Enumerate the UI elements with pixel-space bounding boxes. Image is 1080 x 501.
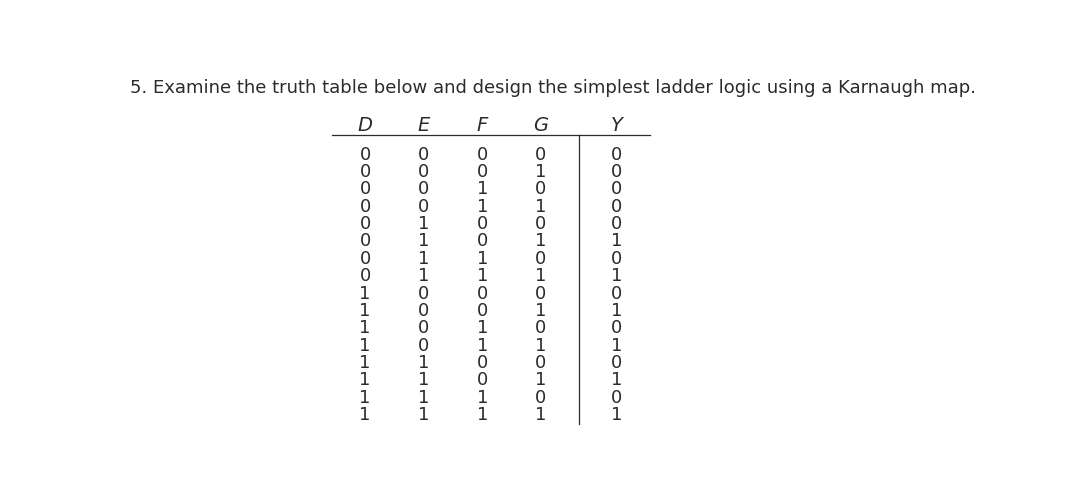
Text: 1: 1 bbox=[360, 354, 370, 372]
Text: 0: 0 bbox=[360, 146, 370, 164]
Text: 0: 0 bbox=[476, 163, 488, 181]
Text: 0: 0 bbox=[536, 354, 546, 372]
Text: 0: 0 bbox=[536, 285, 546, 303]
Text: 0: 0 bbox=[536, 319, 546, 337]
Text: 0: 0 bbox=[418, 163, 430, 181]
Text: 0: 0 bbox=[360, 232, 370, 250]
Text: 0: 0 bbox=[418, 319, 430, 337]
Text: 1: 1 bbox=[536, 302, 546, 320]
Text: 1: 1 bbox=[536, 337, 546, 355]
Text: 0: 0 bbox=[360, 215, 370, 233]
Text: 0: 0 bbox=[476, 354, 488, 372]
Text: 1: 1 bbox=[536, 371, 546, 389]
Text: 1: 1 bbox=[360, 389, 370, 407]
Text: 1: 1 bbox=[476, 319, 488, 337]
Text: 0: 0 bbox=[360, 250, 370, 268]
Text: 1: 1 bbox=[536, 198, 546, 216]
Text: 1: 1 bbox=[418, 232, 430, 250]
Text: 0: 0 bbox=[610, 319, 622, 337]
Text: 0: 0 bbox=[418, 180, 430, 198]
Text: 1: 1 bbox=[476, 198, 488, 216]
Text: 0: 0 bbox=[360, 198, 370, 216]
Text: 1: 1 bbox=[360, 302, 370, 320]
Text: 1: 1 bbox=[610, 302, 622, 320]
Text: 1: 1 bbox=[418, 215, 430, 233]
Text: 1: 1 bbox=[360, 319, 370, 337]
Text: 0: 0 bbox=[476, 232, 488, 250]
Text: 0: 0 bbox=[536, 389, 546, 407]
Text: 0: 0 bbox=[418, 146, 430, 164]
Text: 0: 0 bbox=[536, 215, 546, 233]
Text: 1: 1 bbox=[610, 371, 622, 389]
Text: 1: 1 bbox=[476, 180, 488, 198]
Text: 0: 0 bbox=[610, 389, 622, 407]
Text: 0: 0 bbox=[610, 163, 622, 181]
Text: 0: 0 bbox=[536, 250, 546, 268]
Text: 1: 1 bbox=[418, 267, 430, 285]
Text: Y: Y bbox=[610, 116, 622, 135]
Text: 0: 0 bbox=[360, 180, 370, 198]
Text: 1: 1 bbox=[536, 163, 546, 181]
Text: 0: 0 bbox=[610, 146, 622, 164]
Text: 1: 1 bbox=[536, 267, 546, 285]
Text: 0: 0 bbox=[610, 180, 622, 198]
Text: 1: 1 bbox=[360, 406, 370, 424]
Text: 1: 1 bbox=[536, 406, 546, 424]
Text: 0: 0 bbox=[360, 267, 370, 285]
Text: 5. Examine the truth table below and design the simplest ladder logic using a Ka: 5. Examine the truth table below and des… bbox=[131, 80, 976, 97]
Text: 0: 0 bbox=[476, 285, 488, 303]
Text: 0: 0 bbox=[476, 302, 488, 320]
Text: 0: 0 bbox=[610, 250, 622, 268]
Text: 1: 1 bbox=[536, 232, 546, 250]
Text: D: D bbox=[357, 116, 373, 135]
Text: 1: 1 bbox=[476, 389, 488, 407]
Text: 1: 1 bbox=[418, 354, 430, 372]
Text: 0: 0 bbox=[536, 146, 546, 164]
Text: 1: 1 bbox=[476, 406, 488, 424]
Text: 0: 0 bbox=[610, 354, 622, 372]
Text: 0: 0 bbox=[476, 371, 488, 389]
Text: 1: 1 bbox=[610, 406, 622, 424]
Text: 1: 1 bbox=[476, 337, 488, 355]
Text: 1: 1 bbox=[476, 250, 488, 268]
Text: F: F bbox=[476, 116, 488, 135]
Text: 1: 1 bbox=[418, 371, 430, 389]
Text: 1: 1 bbox=[610, 232, 622, 250]
Text: 0: 0 bbox=[610, 215, 622, 233]
Text: 1: 1 bbox=[418, 389, 430, 407]
Text: 1: 1 bbox=[418, 250, 430, 268]
Text: 1: 1 bbox=[418, 406, 430, 424]
Text: 0: 0 bbox=[418, 337, 430, 355]
Text: 0: 0 bbox=[610, 285, 622, 303]
Text: 0: 0 bbox=[610, 198, 622, 216]
Text: 1: 1 bbox=[360, 337, 370, 355]
Text: 0: 0 bbox=[418, 302, 430, 320]
Text: 0: 0 bbox=[418, 285, 430, 303]
Text: 0: 0 bbox=[418, 198, 430, 216]
Text: 1: 1 bbox=[360, 371, 370, 389]
Text: 0: 0 bbox=[476, 146, 488, 164]
Text: 1: 1 bbox=[360, 285, 370, 303]
Text: E: E bbox=[418, 116, 430, 135]
Text: 0: 0 bbox=[360, 163, 370, 181]
Text: 0: 0 bbox=[536, 180, 546, 198]
Text: 1: 1 bbox=[476, 267, 488, 285]
Text: 0: 0 bbox=[476, 215, 488, 233]
Text: G: G bbox=[534, 116, 549, 135]
Text: 1: 1 bbox=[610, 337, 622, 355]
Text: 1: 1 bbox=[610, 267, 622, 285]
